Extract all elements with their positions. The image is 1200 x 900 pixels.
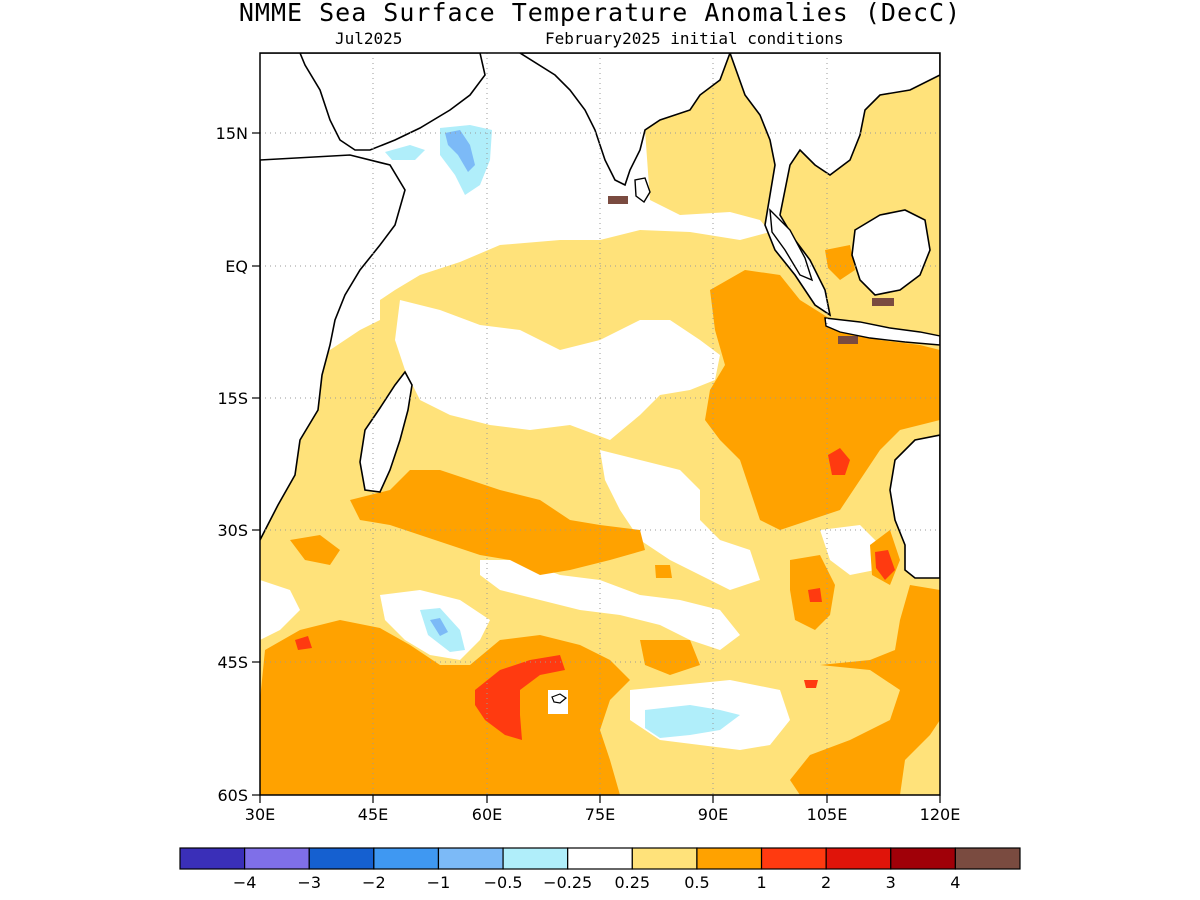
colorbar-swatch — [631, 847, 698, 870]
x-axis: 30E 45E 60E 75E 90E 105E 120E — [245, 795, 961, 824]
anomaly-blue-south-1 — [430, 618, 448, 636]
x-tick-label: 105E — [807, 805, 848, 824]
y-tick-label: 30S — [217, 521, 248, 540]
y-tick-label: 15S — [217, 389, 248, 408]
y-tick-label: EQ — [225, 257, 248, 276]
land-india — [518, 53, 731, 187]
colorbar: −4 −3 −2 −1 −0.5 −0.25 0.25 0.5 1 2 3 4 — [179, 847, 1021, 892]
anomaly-red-small-1 — [808, 588, 822, 602]
land-kerguelen-outline — [551, 693, 568, 704]
anomaly-orange-south-east-band — [780, 585, 940, 795]
anomaly-red-south — [475, 655, 565, 740]
colorbar-label: 0.25 — [614, 873, 650, 892]
land-east-africa — [260, 154, 406, 541]
anomaly-white-north — [260, 53, 770, 470]
anomaly-white-east — [820, 525, 880, 575]
colorbar-label: −3 — [297, 873, 321, 892]
colorbar-swatch — [437, 847, 504, 870]
colorbar-label: −0.5 — [484, 873, 523, 892]
land-sri-lanka — [634, 177, 651, 204]
colorbar-label: −4 — [233, 873, 257, 892]
anomaly-red-east — [828, 448, 850, 475]
land-sumatra-west — [769, 208, 814, 282]
map-title: NMME Sea Surface Temperature Anomalies (… — [238, 0, 962, 27]
initial-conditions-label: February2025 initial conditions — [545, 29, 844, 48]
colorbar-swatch — [502, 847, 569, 870]
anomaly-orange-sw-patch — [290, 535, 340, 565]
colorbar-swatch — [696, 847, 763, 870]
land-madagascar — [359, 370, 413, 493]
map-gridlines — [260, 53, 940, 795]
anomaly-blue-arabian-sea — [445, 130, 475, 172]
anomaly-red-small-3 — [804, 680, 818, 688]
anomaly-red-east-coast — [875, 550, 895, 580]
anomaly-cyan-south-2 — [645, 705, 740, 738]
target-month-label: Jul2025 — [335, 29, 403, 48]
colorbar-label: 3 — [886, 873, 896, 892]
anomaly-brown-flores — [872, 298, 894, 306]
anomaly-brown-srilanka — [608, 196, 628, 204]
anomaly-red-small-2 — [295, 636, 312, 650]
anomaly-orange-bay-patch — [825, 245, 855, 280]
x-tick-label: 60E — [472, 805, 502, 824]
x-tick-label: 45E — [358, 805, 388, 824]
colorbar-swatch — [825, 847, 892, 870]
anomaly-orange-east — [705, 270, 940, 530]
colorbar-label: −1 — [427, 873, 451, 892]
land-borneo — [851, 209, 931, 296]
anomaly-white-west — [260, 580, 300, 640]
x-tick-label: 90E — [698, 805, 728, 824]
x-tick-label: 75E — [585, 805, 615, 824]
colorbar-swatch — [373, 847, 440, 870]
anomaly-white-midocean — [600, 450, 760, 590]
colorbar-swatch — [567, 847, 633, 870]
colorbar-swatch — [308, 847, 375, 870]
land-kerguelen — [548, 690, 568, 714]
anomaly-white-southmid — [480, 560, 740, 650]
colorbar-label: 1 — [756, 873, 766, 892]
anomaly-brown-java — [838, 336, 858, 344]
x-tick-label: 120E — [920, 805, 961, 824]
colorbar-swatch — [244, 847, 310, 870]
colorbar-swatch — [954, 847, 1021, 870]
colorbar-swatch — [179, 847, 246, 870]
anomaly-orange-mid-patch — [655, 565, 672, 578]
colorbar-swatch — [890, 847, 956, 870]
anomaly-orange-south-patch — [640, 640, 700, 675]
y-tick-label: 15N — [216, 124, 248, 143]
anomaly-cyan-gulf-aden — [385, 145, 425, 160]
y-axis: 15N EQ 15S 30S 45S 60S — [216, 124, 260, 805]
colorbar-label: 0.5 — [684, 873, 709, 892]
land-africa-arabia — [260, 53, 486, 151]
colorbar-label: −0.25 — [543, 873, 592, 892]
y-tick-label: 60S — [217, 786, 248, 805]
y-tick-label: 45S — [217, 653, 248, 672]
x-tick-label: 30E — [245, 805, 275, 824]
colorbar-swatch — [760, 847, 827, 870]
anomaly-orange-south-central — [350, 470, 645, 575]
land-java-sumatra — [824, 317, 940, 346]
colorbar-label: 4 — [950, 873, 960, 892]
anomaly-white-central — [395, 300, 720, 440]
land-australia — [889, 434, 940, 579]
colorbar-label: −2 — [362, 873, 386, 892]
colorbar-label: 2 — [821, 873, 831, 892]
